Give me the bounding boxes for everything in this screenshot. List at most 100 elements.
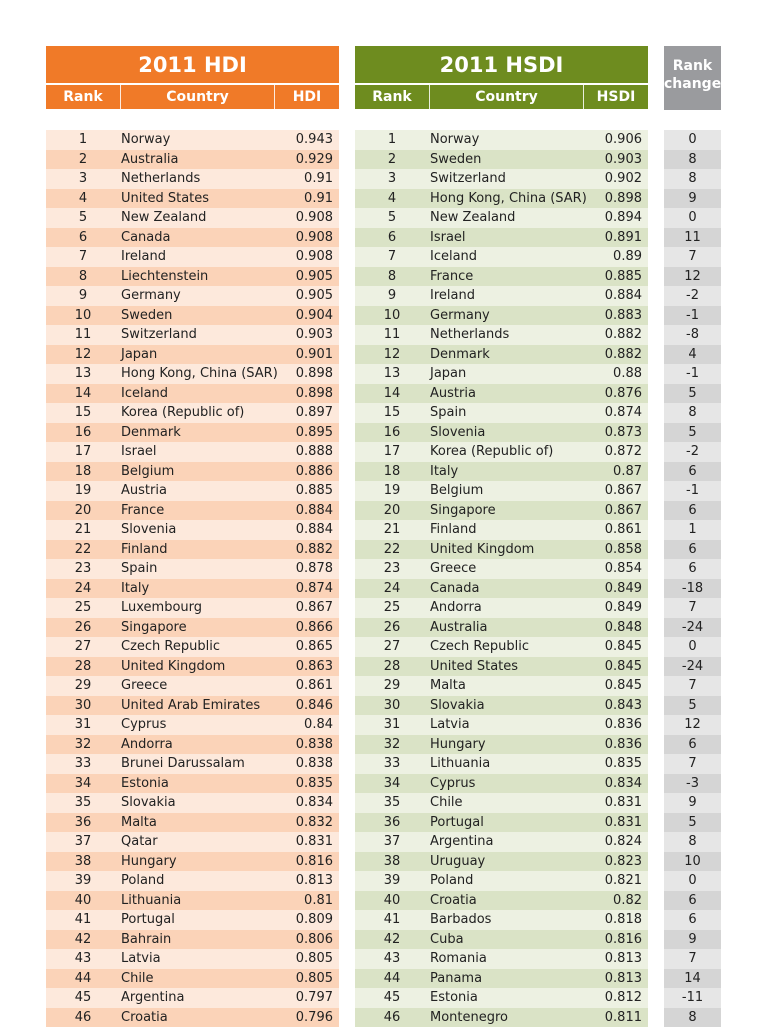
- hsdi-value-cell: 0.873: [584, 423, 642, 443]
- hsdi-rank-cell: 29: [355, 676, 429, 696]
- hdi-rank-cell: 21: [46, 520, 120, 540]
- hdi-country-cell: Sweden: [121, 306, 271, 326]
- hsdi-value-cell: 0.874: [584, 403, 642, 423]
- hsdi-country-cell: Argentina: [430, 832, 580, 852]
- hsdi-rank-cell: 24: [355, 579, 429, 599]
- hdi-col-value: HDI: [275, 85, 339, 109]
- hsdi-country-cell: Ireland: [430, 286, 580, 306]
- hdi-value-cell: 0.865: [275, 637, 333, 657]
- hdi-rank-cell: 44: [46, 969, 120, 989]
- hdi-country-cell: France: [121, 501, 271, 521]
- hdi-rank-cell: 6: [46, 228, 120, 248]
- hdi-country-cell: Luxembourg: [121, 598, 271, 618]
- hdi-country-cell: New Zealand: [121, 208, 271, 228]
- hsdi-rank-cell: 32: [355, 735, 429, 755]
- hdi-country-cell: Singapore: [121, 618, 271, 638]
- hsdi-country-cell: Australia: [430, 618, 580, 638]
- rank-change-cell: 12: [664, 267, 721, 287]
- hdi-country-cell: Denmark: [121, 423, 271, 443]
- hdi-value-cell: 0.813: [275, 871, 333, 891]
- hsdi-rank-cell: 19: [355, 481, 429, 501]
- hsdi-value-cell: 0.849: [584, 598, 642, 618]
- rank-change-cell: 14: [664, 969, 721, 989]
- hdi-country-cell: Korea (Republic of): [121, 403, 271, 423]
- hdi-rank-cell: 35: [46, 793, 120, 813]
- hdi-rank-cell: 27: [46, 637, 120, 657]
- rank-change-cell: 0: [664, 637, 721, 657]
- rank-change-cell: 7: [664, 247, 721, 267]
- hsdi-value-cell: 0.82: [584, 891, 642, 911]
- hsdi-value-cell: 0.813: [584, 949, 642, 969]
- hdi-value-cell: 0.84: [275, 715, 333, 735]
- hsdi-rank-cell: 33: [355, 754, 429, 774]
- rank-change-cell: 6: [664, 559, 721, 579]
- hsdi-value-cell: 0.845: [584, 637, 642, 657]
- hdi-value-cell: 0.884: [275, 501, 333, 521]
- hsdi-rank-cell: 43: [355, 949, 429, 969]
- hsdi-value-cell: 0.818: [584, 910, 642, 930]
- hdi-rank-cell: 36: [46, 813, 120, 833]
- hdi-rank-cell: 25: [46, 598, 120, 618]
- hdi-country-cell: Iceland: [121, 384, 271, 404]
- hdi-country-cell: Greece: [121, 676, 271, 696]
- hdi-value-cell: 0.806: [275, 930, 333, 950]
- rank-change-cell: -1: [664, 481, 721, 501]
- hdi-country-cell: Portugal: [121, 910, 271, 930]
- hdi-rank-cell: 42: [46, 930, 120, 950]
- hdi-rank-cell: 3: [46, 169, 120, 189]
- hsdi-country-cell: Malta: [430, 676, 580, 696]
- hdi-country-cell: Netherlands: [121, 169, 271, 189]
- hsdi-country-cell: Singapore: [430, 501, 580, 521]
- hsdi-value-cell: 0.883: [584, 306, 642, 326]
- hsdi-country-cell: Cyprus: [430, 774, 580, 794]
- rank-change-cell: 7: [664, 598, 721, 618]
- hdi-rank-cell: 30: [46, 696, 120, 716]
- hdi-country-cell: Japan: [121, 345, 271, 365]
- hsdi-rank-cell: 40: [355, 891, 429, 911]
- hdi-value-cell: 0.91: [275, 169, 333, 189]
- hdi-rank-cell: 5: [46, 208, 120, 228]
- hsdi-rank-cell: 34: [355, 774, 429, 794]
- hdi-country-cell: Andorra: [121, 735, 271, 755]
- hdi-country-cell: United Kingdom: [121, 657, 271, 677]
- hdi-value-cell: 0.831: [275, 832, 333, 852]
- hsdi-country-cell: Chile: [430, 793, 580, 813]
- hdi-rank-cell: 29: [46, 676, 120, 696]
- hdi-rank-cell: 41: [46, 910, 120, 930]
- hdi-value-cell: 0.863: [275, 657, 333, 677]
- hdi-value-cell: 0.797: [275, 988, 333, 1008]
- hdi-country-cell: Israel: [121, 442, 271, 462]
- hdi-value-cell: 0.846: [275, 696, 333, 716]
- rank-change-cell: 9: [664, 189, 721, 209]
- hsdi-country-cell: New Zealand: [430, 208, 580, 228]
- hdi-col-rank: Rank: [46, 85, 121, 109]
- hsdi-col-rank: Rank: [355, 85, 430, 109]
- hsdi-value-cell: 0.867: [584, 481, 642, 501]
- hdi-country-cell: Estonia: [121, 774, 271, 794]
- hdi-value-cell: 0.885: [275, 481, 333, 501]
- hsdi-country-cell: Japan: [430, 364, 580, 384]
- hdi-country-cell: Hong Kong, China (SAR): [121, 364, 271, 384]
- hdi-country-cell: Chile: [121, 969, 271, 989]
- hdi-value-cell: 0.866: [275, 618, 333, 638]
- rank-change-cell: 6: [664, 735, 721, 755]
- hsdi-rank-cell: 11: [355, 325, 429, 345]
- hsdi-rank-cell: 4: [355, 189, 429, 209]
- hdi-value-cell: 0.882: [275, 540, 333, 560]
- hsdi-value-cell: 0.843: [584, 696, 642, 716]
- rank-change-cell: -24: [664, 657, 721, 677]
- hdi-value-cell: 0.867: [275, 598, 333, 618]
- hsdi-value-cell: 0.831: [584, 813, 642, 833]
- hdi-value-cell: 0.805: [275, 949, 333, 969]
- hsdi-rank-cell: 44: [355, 969, 429, 989]
